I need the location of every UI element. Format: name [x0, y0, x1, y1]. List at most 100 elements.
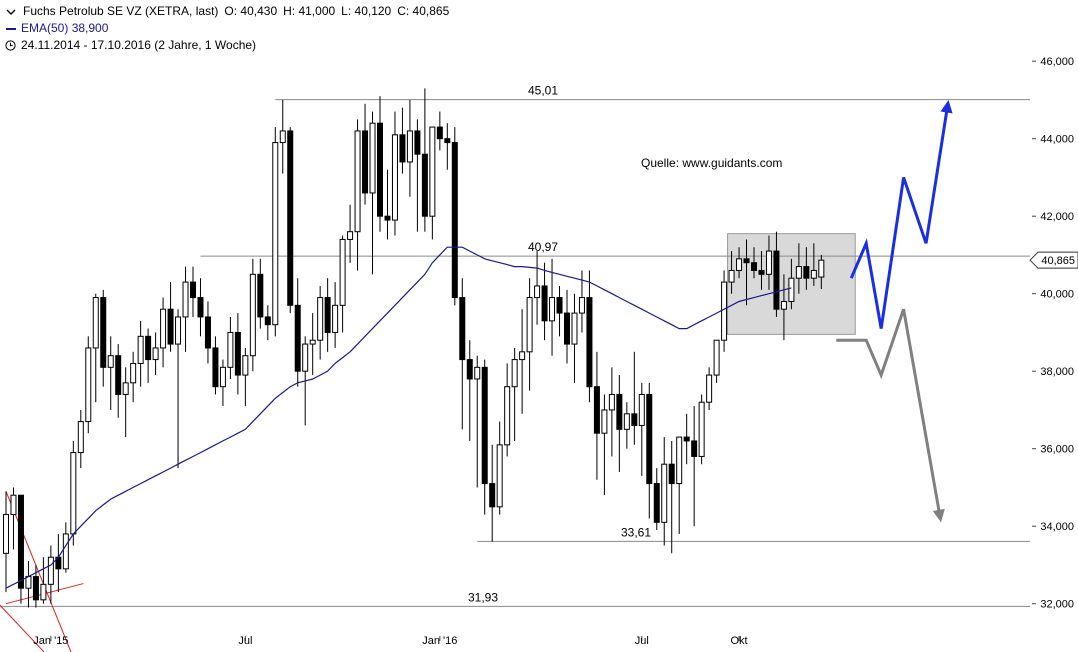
candle-up: [332, 304, 339, 333]
ema-layer: [5, 246, 792, 589]
y-tick-label: 38,000: [1040, 366, 1074, 378]
candle-up: [810, 269, 817, 279]
x-tick-label: Jan '15: [33, 635, 68, 647]
candle-up: [227, 331, 234, 368]
candle-up: [638, 393, 645, 426]
candle-up: [369, 122, 376, 194]
candle-down: [234, 331, 241, 376]
candle-down: [444, 138, 451, 144]
axis-layer: 46,000 44,000 42,000 40,000 38,000 36,000 34,0…: [33, 56, 1078, 647]
bearish-arrowhead: [932, 508, 945, 523]
source-label: Quelle: www.guidants.com: [641, 156, 782, 170]
candle-up: [728, 269, 735, 283]
candle-up: [47, 556, 54, 585]
candle-down: [743, 258, 750, 264]
candle-down: [616, 393, 623, 430]
candle-down: [294, 304, 301, 372]
candle-up: [676, 436, 683, 485]
instrument-title: Fuchs Petrolub SE VZ (XETRA, last): [23, 4, 219, 18]
candle-up: [578, 297, 585, 314]
high-value: H: 41,000: [283, 4, 336, 18]
candle-up: [661, 463, 668, 523]
candle-up: [706, 374, 713, 403]
candle-down: [564, 312, 570, 345]
candle-up: [309, 339, 316, 345]
candle-down: [466, 359, 473, 380]
ema-value: 38,900: [71, 21, 109, 35]
candle-up: [818, 259, 825, 278]
last-price-label: 40,865: [1041, 255, 1075, 267]
candle-up: [107, 355, 114, 368]
ema-label: EMA(50): [21, 21, 69, 35]
ema-line-icon: [4, 27, 17, 30]
level-label: 40,97: [528, 240, 558, 254]
clock-icon: [4, 40, 17, 51]
chevron-down-icon[interactable]: [4, 8, 17, 16]
candle-up: [608, 393, 615, 411]
candle-down: [264, 316, 271, 326]
candle-up: [3, 514, 9, 554]
candle-up: [504, 386, 511, 446]
candle-down: [481, 366, 488, 485]
ema-line: [5, 246, 792, 589]
bullish-arrowhead: [940, 99, 953, 114]
candle-up: [85, 347, 92, 423]
candle-up: [698, 401, 705, 457]
y-tick-label: 42,000: [1040, 211, 1074, 223]
candle-up: [474, 366, 481, 380]
candle-up: [272, 142, 279, 326]
y-tick-label: 32,000: [1040, 599, 1074, 611]
y-tick-label: 44,000: [1040, 134, 1074, 146]
last-price-tag: [1029, 251, 1078, 269]
open-value: O: 40,430: [224, 4, 278, 18]
candle-up: [175, 316, 182, 345]
candle-up: [130, 362, 137, 384]
candle-down: [100, 297, 107, 368]
candle-up: [317, 297, 324, 341]
candle-down: [653, 483, 660, 523]
level-label: 45,01: [528, 84, 558, 98]
candle-down: [751, 262, 757, 271]
candle-up: [496, 444, 503, 508]
candle-down: [362, 130, 369, 194]
low-value: L: 40,120: [341, 4, 392, 18]
candle-down: [586, 297, 593, 388]
bearish-scenario-path: [836, 308, 942, 515]
candle-up: [549, 297, 556, 322]
candle-up: [219, 366, 226, 388]
candle-down: [668, 463, 675, 485]
candle-down: [145, 335, 152, 361]
candle-down: [631, 413, 638, 426]
scenario-layer: [836, 99, 953, 523]
candle-up: [765, 250, 772, 275]
candle-down: [257, 273, 264, 318]
candle-up: [40, 583, 47, 601]
candle-up: [249, 273, 256, 357]
candle-down: [773, 250, 780, 310]
candle-up: [511, 359, 518, 388]
candle-up: [92, 297, 99, 349]
level-label: 33,61: [621, 525, 651, 539]
candle-up: [152, 347, 159, 361]
candle-up: [391, 134, 398, 221]
bullish-scenario-path: [849, 107, 949, 329]
candle-down: [115, 355, 122, 395]
candle-down: [459, 297, 466, 361]
candle-up: [182, 281, 189, 318]
candle-down: [489, 483, 496, 508]
candle-down: [399, 134, 406, 163]
candle-up: [534, 285, 541, 299]
candle-up: [10, 494, 17, 516]
candle-up: [302, 343, 309, 372]
level-lines-layer: 45,01 40,97 33,61 31,93: [0, 84, 1030, 607]
candle-down: [197, 297, 204, 318]
candle-up: [713, 339, 720, 376]
candle-up: [279, 130, 286, 144]
candle-down: [691, 440, 698, 457]
y-tick-label: 34,000: [1040, 521, 1074, 533]
candle-down: [287, 130, 294, 306]
candle-up: [122, 382, 129, 395]
candle-down: [421, 153, 428, 217]
candle-up: [242, 355, 249, 376]
